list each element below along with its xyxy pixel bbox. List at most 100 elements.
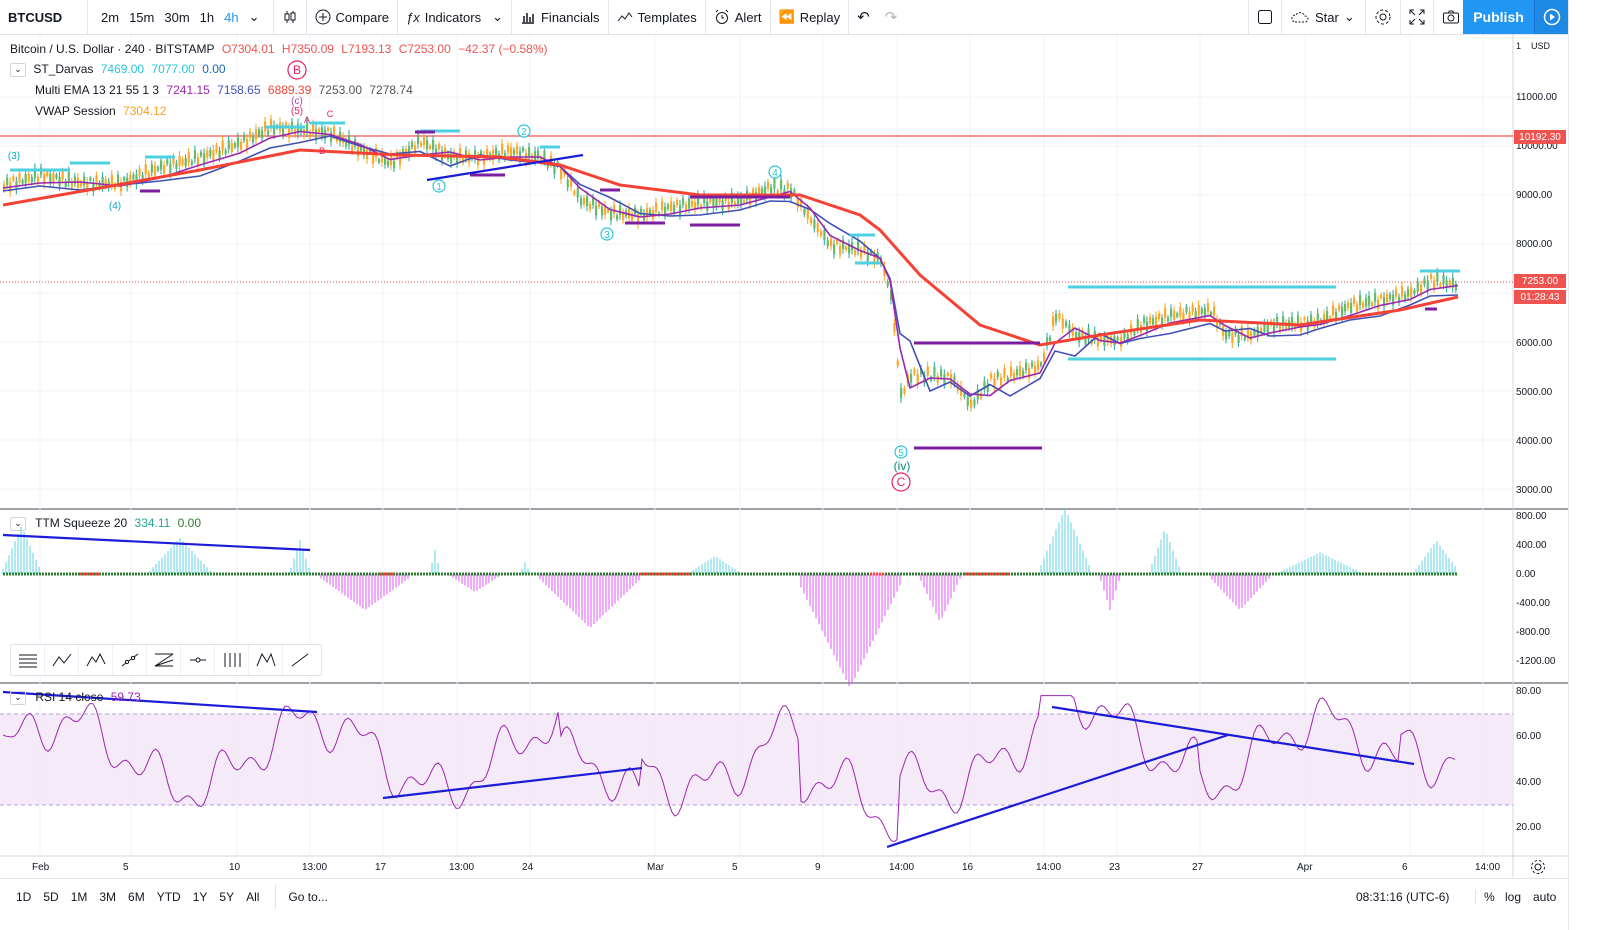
darvas-legend[interactable]: ⌄ ST_Darvas 7469.00 7077.00 0.00: [10, 62, 230, 77]
undo-icon[interactable]: ↶: [857, 9, 870, 26]
snapshot-button[interactable]: [1434, 0, 1468, 35]
fib-fan-icon[interactable]: [147, 645, 181, 675]
candle-body: [1090, 339, 1093, 345]
candle-body: [628, 208, 631, 219]
interval-1h[interactable]: 1h: [199, 9, 215, 25]
vertical-lines-icon[interactable]: [215, 645, 249, 675]
templates-button[interactable]: Templates: [609, 0, 706, 35]
range-5y[interactable]: 5Y: [219, 889, 235, 904]
auto-toggle[interactable]: auto: [1533, 889, 1557, 904]
candle-body: [1371, 302, 1374, 307]
collapse-icon[interactable]: ⌄: [10, 62, 26, 77]
candle-body: [212, 149, 215, 160]
interval-dropdown-icon[interactable]: ⌄: [248, 9, 260, 24]
range-3m[interactable]: 3M: [99, 889, 117, 904]
candle-body: [619, 205, 622, 215]
candle-body: [903, 388, 906, 394]
percent-toggle[interactable]: %: [1475, 889, 1501, 904]
publish-button[interactable]: Publish: [1463, 0, 1534, 34]
candle-body: [519, 151, 522, 161]
time-label: 6: [1402, 862, 1408, 873]
candle-body: [414, 145, 417, 154]
price-label: 11000.00: [1516, 92, 1557, 103]
play-button[interactable]: [1534, 0, 1568, 34]
interval-15m[interactable]: 15m: [129, 9, 155, 25]
candle-body: [580, 198, 583, 206]
templates-icon: [617, 12, 632, 22]
wave-5-circle-text: 5: [898, 448, 904, 459]
candle-body: [387, 160, 390, 166]
alert-button[interactable]: Alert: [706, 0, 771, 35]
candle-body: [1052, 316, 1055, 327]
chart-type-button[interactable]: [274, 0, 307, 35]
candle-body: [793, 189, 796, 195]
camera-icon: [1443, 10, 1459, 24]
right-sidebar: [1568, 0, 1599, 930]
collapse-icon[interactable]: ⌄: [10, 516, 26, 531]
log-toggle[interactable]: log: [1505, 889, 1522, 904]
range-ytd[interactable]: YTD: [156, 889, 181, 904]
candle-body: [243, 134, 246, 141]
candle-body: [348, 134, 351, 145]
vwap-legend[interactable]: VWAP Session 7304.12: [35, 104, 170, 118]
candle-body: [595, 205, 598, 216]
redo-icon[interactable]: ↷: [884, 9, 898, 26]
compare-button[interactable]: Compare: [307, 0, 398, 35]
indicators-button[interactable]: ƒx Indicators ⌄: [398, 0, 512, 35]
candle-body: [423, 136, 426, 145]
rsi-axis-label: 60.00: [1516, 731, 1542, 742]
trend-line-icon[interactable]: [113, 645, 147, 675]
templates-label: Templates: [637, 9, 697, 25]
candle-body: [1133, 331, 1136, 336]
ttm-axis-label: 0.00: [1516, 569, 1536, 580]
elliott-wave-icon[interactable]: [79, 645, 113, 675]
trendlines[interactable]: [2, 153, 1415, 849]
abc-pattern-icon[interactable]: [45, 645, 79, 675]
range-1m[interactable]: 1M: [70, 889, 88, 904]
settings-button[interactable]: [1366, 0, 1401, 35]
candle-body: [688, 198, 691, 209]
range-all[interactable]: All: [246, 889, 260, 904]
interval-2m[interactable]: 2m: [101, 9, 120, 25]
range-1d[interactable]: 1D: [16, 889, 32, 904]
range-1y[interactable]: 1Y: [192, 889, 208, 904]
candle-body: [1167, 317, 1170, 322]
range-6m[interactable]: 6M: [128, 889, 145, 904]
horizontal-lines-icon[interactable]: [11, 645, 45, 675]
collapse-icon[interactable]: ⌄: [10, 690, 26, 705]
wave-label-c: C: [327, 109, 334, 119]
fullscreen-button[interactable]: [1401, 0, 1434, 35]
wave-1-circle: [432, 179, 446, 193]
star-button[interactable]: Star ⌄: [1282, 0, 1366, 35]
pattern-icon[interactable]: [249, 645, 283, 675]
time-label: 14:00: [1036, 862, 1062, 873]
symbol-search[interactable]: BTCUSD: [0, 0, 88, 35]
rsi-legend[interactable]: ⌄ RSI 14 close 59.73: [10, 690, 141, 705]
financials-button[interactable]: Financials: [512, 0, 609, 35]
candle-body: [953, 376, 956, 385]
replay-button[interactable]: ⏪ Replay: [771, 0, 850, 35]
candle-body: [1448, 280, 1451, 286]
candle-body: [933, 366, 936, 377]
candle-body: [1243, 336, 1246, 340]
clock[interactable]: 08:31:16 (UTC-6): [1356, 889, 1450, 904]
range-5d[interactable]: 5D: [43, 889, 59, 904]
candle-body: [1332, 305, 1335, 315]
candle-body: [721, 200, 724, 211]
interval-30m[interactable]: 30m: [164, 9, 190, 25]
darvas-name: ST_Darvas: [33, 62, 94, 76]
fullscreen-layout-button[interactable]: [1249, 0, 1282, 35]
wave-label-4: (4): [109, 201, 121, 212]
currency-label[interactable]: USD: [1531, 41, 1551, 51]
ema-legend[interactable]: Multi EMA 13 21 55 1 3 7241.15 7158.65 6…: [35, 83, 417, 97]
chart-settings-icon[interactable]: [1530, 859, 1546, 878]
goto-button[interactable]: Go to...: [288, 889, 328, 904]
candle-body: [1297, 315, 1300, 324]
interval-4h[interactable]: 4h: [224, 9, 239, 25]
horizontal-ray-icon[interactable]: [181, 645, 215, 675]
line-tool-icon[interactable]: [283, 645, 317, 675]
ttm-legend[interactable]: ⌄ TTM Squeeze 20 334.11 0.00: [10, 516, 201, 531]
candle-body: [12, 176, 15, 181]
candle-body: [492, 150, 495, 161]
